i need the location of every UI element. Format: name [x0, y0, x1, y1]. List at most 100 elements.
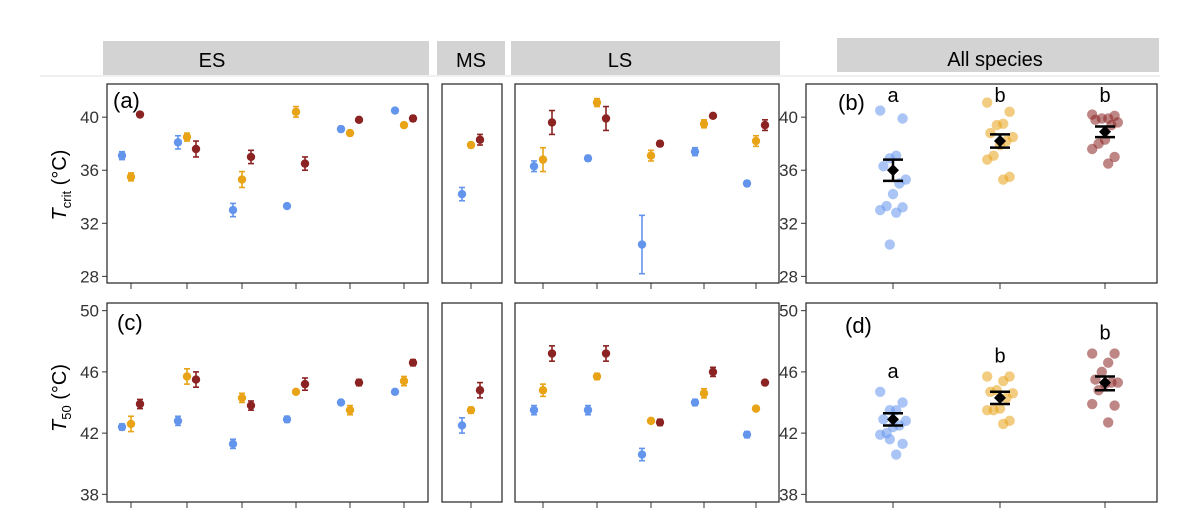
panel-d-red-point [1103, 417, 1114, 428]
strip-ls: LS [511, 41, 780, 75]
y-axis-title-tcrit-sub: crit [59, 191, 74, 209]
panel-tag-c: (c) [117, 310, 143, 335]
panel-c-ytick-label: 38 [80, 485, 99, 504]
panel-d-blue-point [875, 386, 886, 397]
panel-c-ls-red-point [601, 349, 611, 358]
panel-b-ytick-label: 28 [779, 267, 798, 286]
panel-d-orange-point [982, 371, 993, 382]
panel-a-ytick-label: 32 [80, 214, 99, 233]
panel-c-es-red-point [354, 378, 364, 387]
panel-a-es-orange-point [345, 128, 355, 138]
panel-c-es-blue-point [390, 387, 400, 396]
panel-c-ls-orange-point [538, 386, 548, 395]
panel-a-es-orange-point [291, 107, 301, 117]
panel-c-es-orange-point [126, 419, 136, 429]
panel-d-ytick-label: 38 [779, 485, 798, 504]
panel-a-ls-orange-point [646, 151, 656, 160]
strip-ms: MS [437, 41, 505, 75]
panel-b-mean-marker [994, 135, 1006, 148]
panel-b-orange-point [985, 127, 996, 139]
y-axis-title-tcrit-main: T [49, 206, 71, 220]
y-axis-title-t50-unit: (°C) [49, 364, 71, 405]
y-axis-title-tcrit-unit: (°C) [49, 150, 71, 191]
panel-c-ls-blue-point [637, 450, 647, 459]
strip-label-es: ES [199, 50, 226, 72]
panel-b-significance-letter: b [994, 85, 1005, 107]
panel-tag-d: (d) [845, 313, 872, 338]
panel-c-ls-blue-point [529, 405, 539, 415]
panel-c-ls-orange-point [592, 372, 602, 381]
panel-c-ms-orange-point [466, 405, 476, 415]
strip-label-all: All species [947, 49, 1043, 71]
panel-b-mean-marker [887, 164, 899, 177]
y-axis-title-t50-sub: 50 [59, 405, 74, 419]
panel-b-red-point [1109, 151, 1120, 163]
panel-a-frame-ms [441, 83, 503, 284]
panel-a-es-blue-point [117, 151, 127, 160]
panel-a-es-red-point [354, 115, 364, 125]
panel-c-ytick-label: 46 [80, 363, 99, 382]
panel-c-ls-orange-point [646, 416, 656, 426]
y-axis-title-t50-main: T [49, 418, 71, 432]
panel-b-blue-point [878, 161, 889, 172]
panel-a-es-red-point [191, 144, 201, 154]
panel-a-ls-orange-point [538, 155, 548, 164]
panel-a-es-red-point [246, 152, 256, 162]
panel-b-significance-letter: b [1099, 85, 1110, 107]
panel-b-significance-letter: a [887, 85, 899, 107]
panel-d-orange-point [998, 375, 1009, 387]
strip-label-ms: MS [456, 50, 486, 72]
panel-c-ls-red-point [547, 349, 557, 358]
panel-a-ls-red-point [655, 139, 665, 148]
panel-a-es-orange-point [399, 120, 409, 130]
panel-d-mean-marker [887, 413, 899, 426]
panel-tag-b: (b) [838, 90, 865, 115]
panel-c-ms-blue-point [457, 421, 467, 430]
panel-a-ls-red-point [547, 118, 557, 127]
panel-c-ls-blue-point [583, 405, 593, 415]
panel-c-es-red-point [246, 401, 256, 410]
panel-d-red-point [1103, 357, 1114, 368]
panel-d-blue-point [878, 414, 889, 425]
panel-c-ytick-label: 50 [80, 302, 99, 321]
panel-a-ytick-label: 28 [80, 267, 99, 286]
panel-d-red-point [1109, 400, 1120, 411]
panel-a-es-blue-point [228, 205, 238, 215]
panel-c-es-red-point [300, 379, 310, 389]
panel-c-ls-red-point [655, 418, 665, 427]
panel-d-mean-marker [994, 391, 1006, 404]
panel-a-es-orange-point [126, 172, 136, 182]
panel-d-orange-point [998, 418, 1009, 430]
panel-c-ms-red-point [475, 386, 485, 395]
panel-c-frame-ms [441, 302, 503, 503]
panel-c-es-red-point [135, 399, 145, 409]
panel-a-frame-es [106, 83, 429, 284]
panel-a-frame-ls [514, 83, 780, 284]
panel-d-blue-point [875, 429, 886, 440]
panel-c-es-orange-point [345, 405, 355, 415]
panel-a-ms-red-point [475, 135, 485, 144]
panel-c-ls-red-point [760, 378, 770, 387]
panel-d-orange-point [1001, 392, 1012, 404]
panel-a-es-blue-point [336, 124, 346, 134]
panel-a-ms-orange-point [466, 140, 476, 150]
panel-c-ls-blue-point [690, 398, 700, 407]
panel-c-es-blue-point [336, 398, 346, 407]
panel-c-es-red-point [191, 375, 201, 384]
panel-d-significance-letter: b [994, 345, 1005, 367]
panel-a-ls-blue-point [742, 179, 752, 188]
panel-b-blue-point [884, 239, 895, 250]
panel-a-ls-blue-point [529, 162, 539, 171]
panel-b-orange-point [991, 119, 1002, 131]
panel-b-orange-point [1004, 106, 1015, 118]
panel-b-ytick-label: 32 [779, 214, 798, 233]
panel-a-ls-red-point [708, 111, 718, 121]
panel-c-es-blue-point [282, 415, 292, 424]
panel-d-frame [805, 302, 1158, 503]
panel-c-es-blue-point [228, 439, 238, 449]
panel-d-ytick-label: 50 [779, 302, 798, 321]
panel-a-ytick-label: 40 [80, 108, 99, 127]
panel-a-es-orange-point [237, 175, 247, 184]
panel-c-es-orange-point [237, 393, 247, 403]
